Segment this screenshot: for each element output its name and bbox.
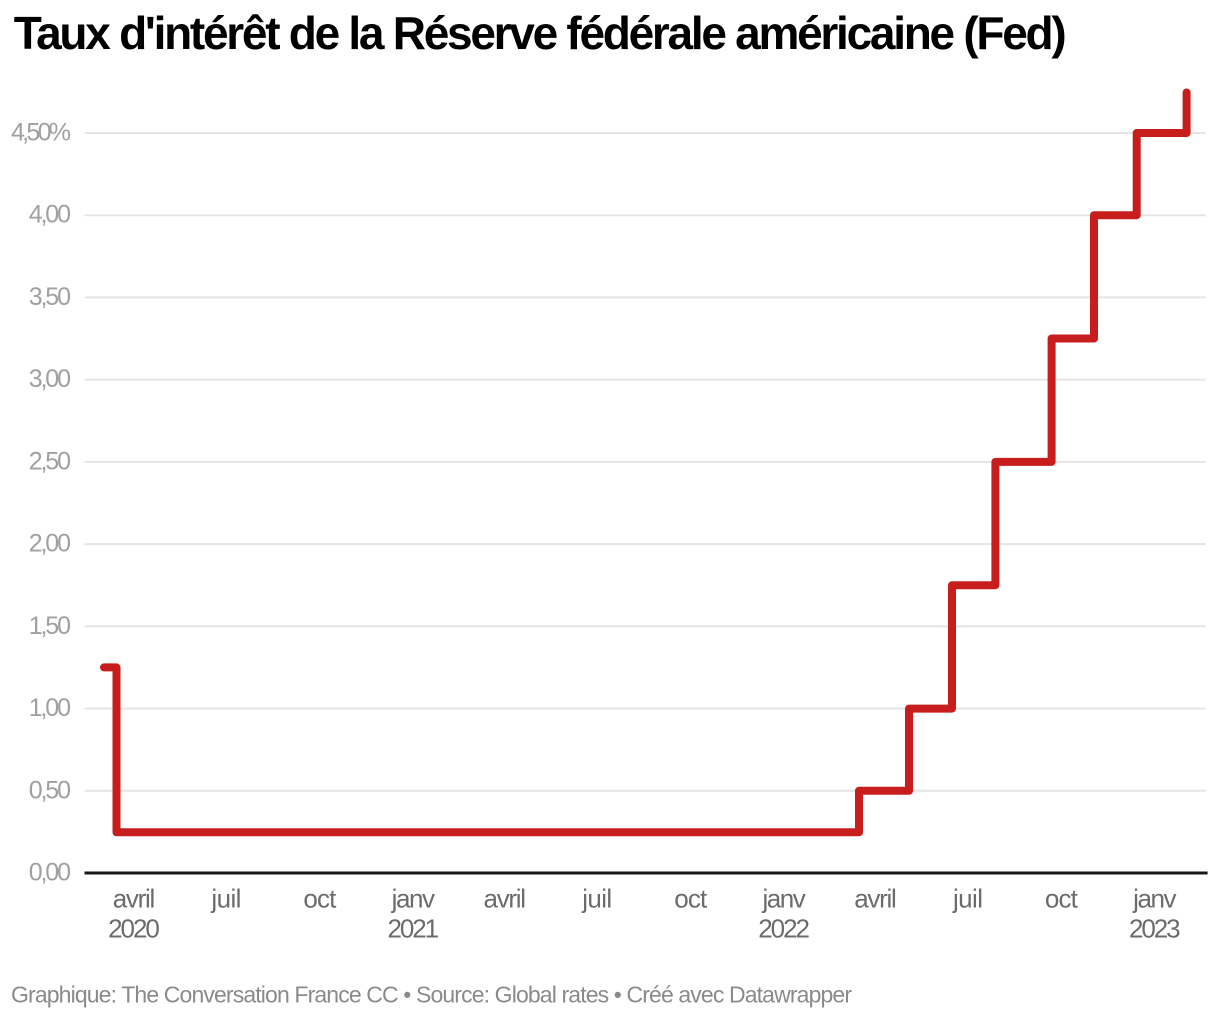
svg-text:2021: 2021 — [387, 914, 439, 944]
svg-text:janv: janv — [391, 883, 435, 913]
svg-text:juil: juil — [210, 883, 241, 913]
svg-text:janv: janv — [1132, 883, 1176, 913]
svg-text:3,50: 3,50 — [29, 283, 71, 311]
svg-text:3,00: 3,00 — [29, 365, 71, 393]
svg-text:4,50%: 4,50% — [11, 119, 71, 147]
svg-text:0,00: 0,00 — [29, 859, 71, 887]
svg-text:2,50: 2,50 — [29, 447, 71, 475]
svg-text:avril: avril — [113, 883, 156, 913]
svg-text:1,50: 1,50 — [29, 612, 71, 640]
svg-text:4,00: 4,00 — [29, 201, 71, 229]
svg-text:oct: oct — [674, 883, 708, 913]
svg-text:oct: oct — [1045, 883, 1079, 913]
svg-text:2,00: 2,00 — [29, 530, 71, 558]
svg-text:juil: juil — [952, 883, 983, 913]
svg-text:avril: avril — [854, 883, 897, 913]
svg-text:1,00: 1,00 — [29, 694, 71, 722]
svg-text:2022: 2022 — [758, 914, 810, 944]
svg-text:janv: janv — [761, 883, 805, 913]
svg-text:oct: oct — [303, 883, 337, 913]
svg-text:Graphique: The Conversation Fr: Graphique: The Conversation France CC • … — [11, 982, 852, 1008]
svg-text:juil: juil — [581, 883, 612, 913]
svg-text:0,50: 0,50 — [29, 776, 71, 804]
svg-text:2020: 2020 — [108, 914, 160, 944]
svg-text:avril: avril — [484, 883, 527, 913]
svg-text:Taux d'intérêt de la Réserve f: Taux d'intérêt de la Réserve fédérale am… — [14, 7, 1067, 59]
svg-text:2023: 2023 — [1129, 914, 1181, 944]
